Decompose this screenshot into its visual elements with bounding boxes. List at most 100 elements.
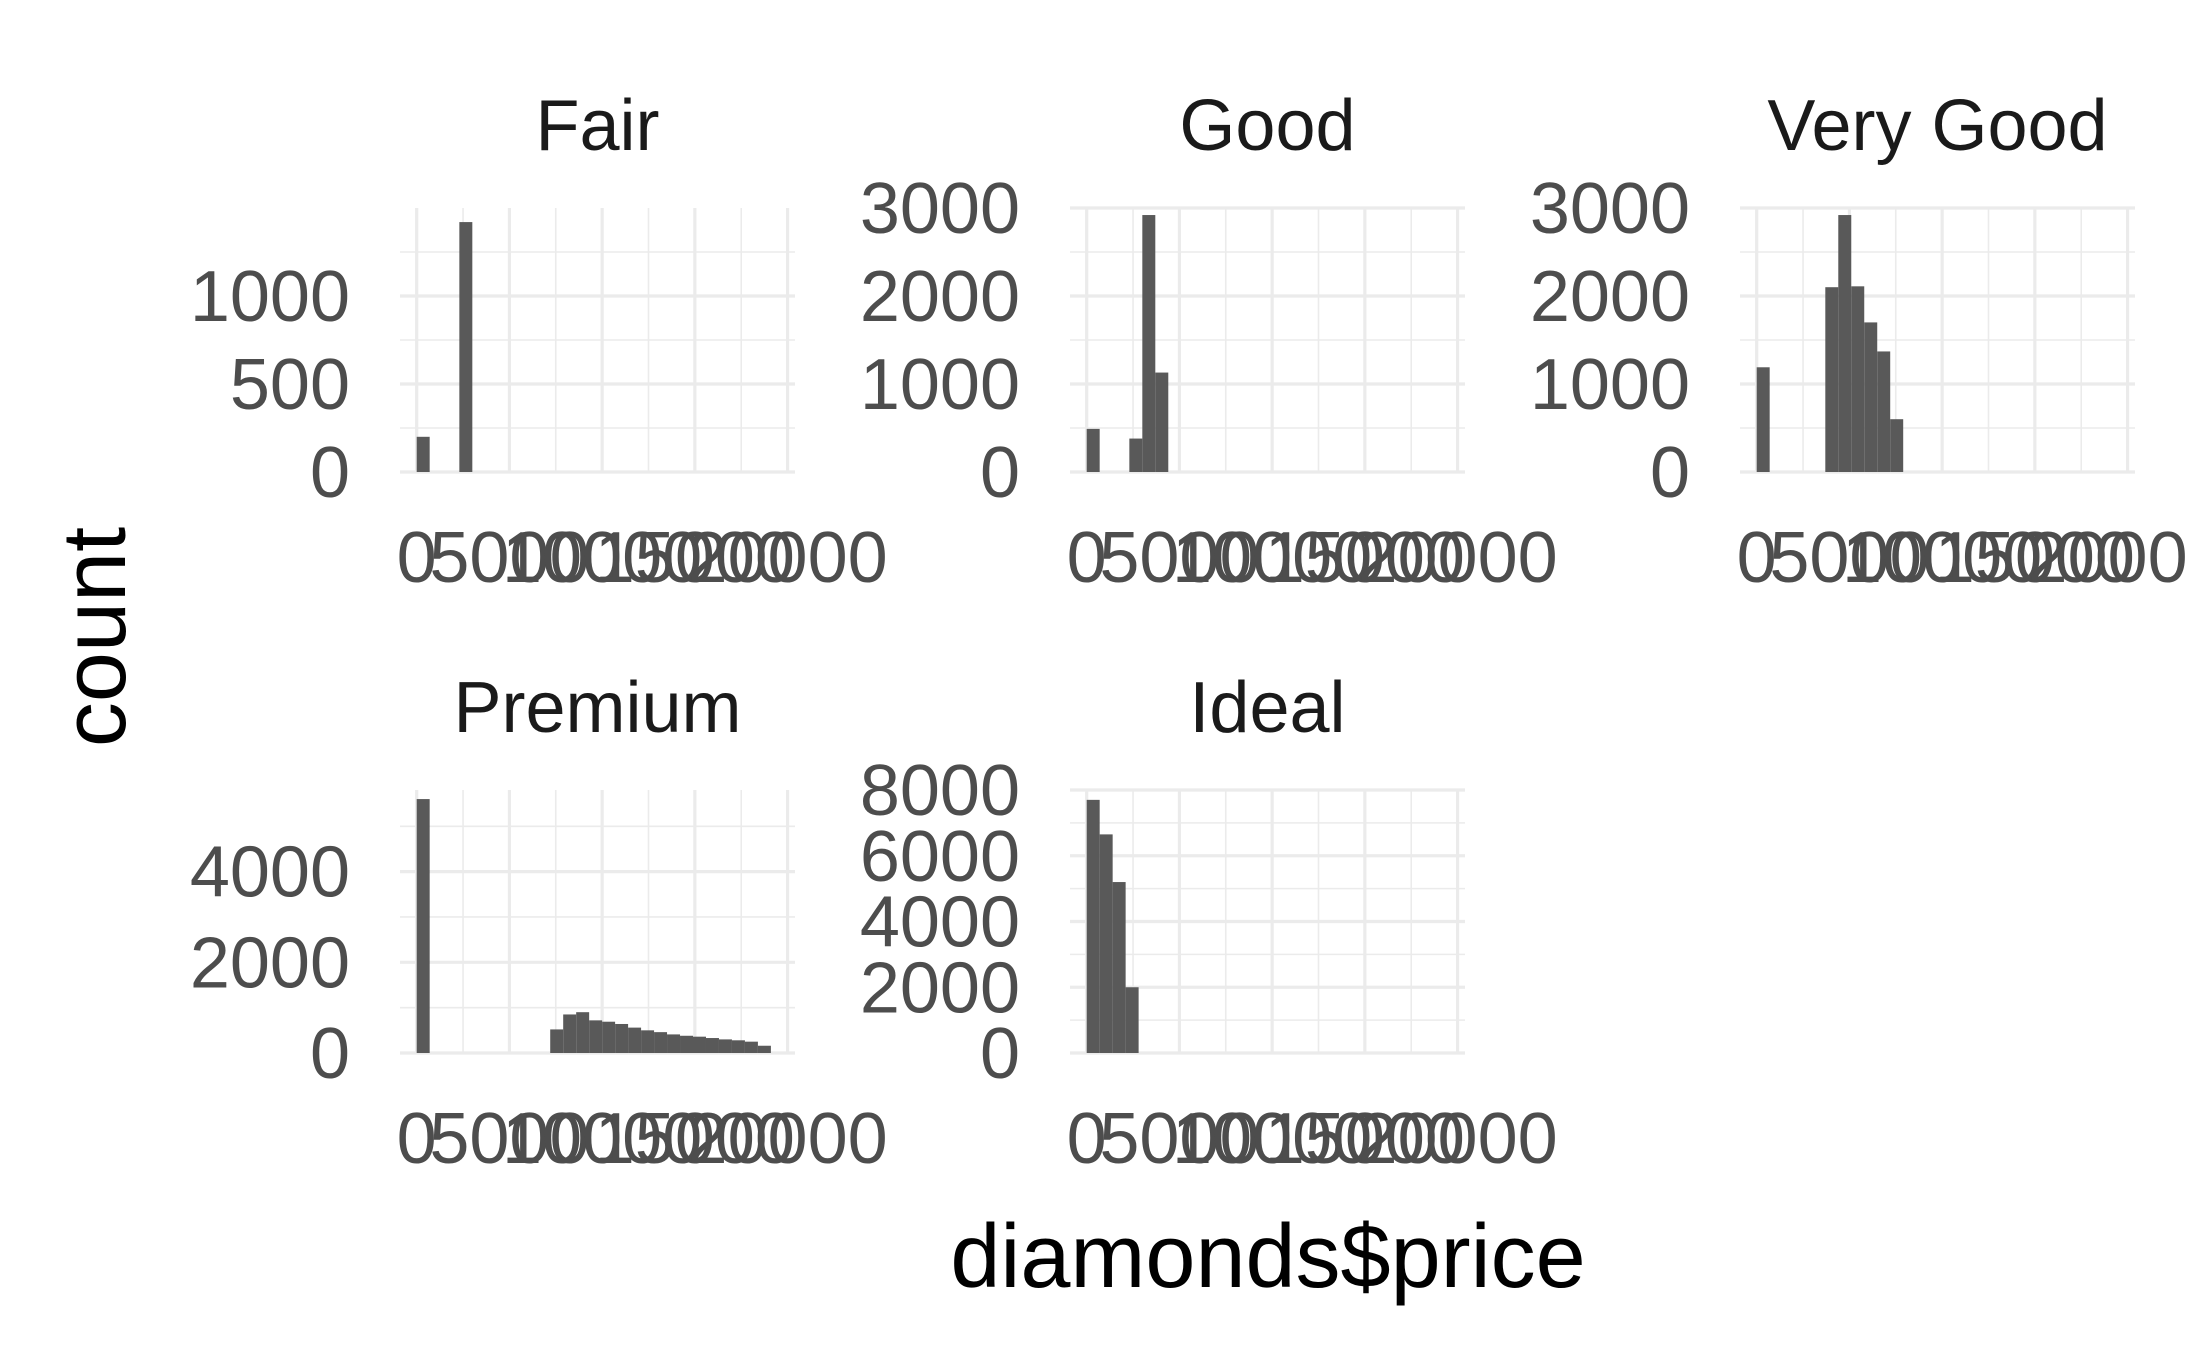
y-tick-label: 0 xyxy=(980,433,1020,513)
facet-bars xyxy=(416,799,771,1053)
histogram-bar xyxy=(667,1034,681,1053)
y-tick-label: 3000 xyxy=(1530,169,1690,249)
y-tick-label: 1000 xyxy=(1530,345,1690,425)
x-tick-label: 5000 xyxy=(1769,518,1929,598)
x-tick-label: 20000 xyxy=(687,1099,887,1179)
y-tick-label: 2000 xyxy=(190,923,350,1003)
y-tick-label: 500 xyxy=(230,345,350,425)
y-tick-label: 2000 xyxy=(860,948,1020,1028)
facet-ideal: Ideal02000400060008000050001000015000200… xyxy=(860,668,1558,1179)
y-tick-label: 2000 xyxy=(860,257,1020,337)
x-tick-label: 5000 xyxy=(429,1099,589,1179)
x-tick-label: 15000 xyxy=(595,1099,795,1179)
histogram-bar xyxy=(1086,799,1100,1053)
x-tick-label: 0 xyxy=(397,1099,437,1179)
histogram-bar xyxy=(1851,286,1865,472)
x-tick-label: 20000 xyxy=(687,518,887,598)
x-tick-label: 15000 xyxy=(595,518,795,598)
histogram-bar xyxy=(1142,215,1156,473)
y-tick-label: 3000 xyxy=(860,169,1020,249)
histogram-bar xyxy=(693,1036,706,1053)
histogram-bar xyxy=(1129,438,1143,472)
facet-title: Fair xyxy=(536,86,660,166)
facet-title: Ideal xyxy=(1189,668,1345,748)
histogram-bar xyxy=(654,1032,668,1053)
facet-gridlines xyxy=(400,208,795,474)
histogram-bar xyxy=(576,1012,590,1053)
facet-bars xyxy=(1086,799,1139,1053)
histogram-bar xyxy=(1756,367,1770,472)
facet-panels: Fair0500100005000100001500020000Good0100… xyxy=(190,86,2187,1179)
x-tick-label: 5000 xyxy=(429,518,589,598)
x-tick-label: 15000 xyxy=(1265,1099,1465,1179)
x-tick-label: 0 xyxy=(1737,518,1777,598)
y-tick-label: 0 xyxy=(1650,433,1690,513)
x-tick-label: 10000 xyxy=(502,518,702,598)
facet-gridlines xyxy=(1740,206,2135,474)
histogram-bar xyxy=(563,1014,577,1053)
x-tick-label: 5000 xyxy=(1099,518,1259,598)
histogram-bar xyxy=(731,1040,745,1053)
histogram-bar xyxy=(1864,322,1878,472)
histogram-bar xyxy=(1112,882,1126,1053)
facet-bars xyxy=(1756,215,1904,473)
y-tick-label: 4000 xyxy=(190,833,350,913)
facet-very-good: Very Good0100020003000050001000015000200… xyxy=(1530,86,2187,598)
x-tick-label: 10000 xyxy=(502,1099,702,1179)
y-tick-label: 0 xyxy=(980,1014,1020,1094)
histogram-bar xyxy=(615,1023,629,1053)
facet-title: Good xyxy=(1179,86,1355,166)
facet-title: Premium xyxy=(453,668,741,748)
histogram-bar xyxy=(628,1027,642,1053)
y-tick-label: 1000 xyxy=(190,257,350,337)
x-tick-label: 15000 xyxy=(1265,518,1465,598)
histogram-bar xyxy=(1125,987,1139,1053)
histogram-bar xyxy=(1086,428,1100,472)
y-axis-title: count xyxy=(45,527,145,747)
histogram-bar xyxy=(680,1035,694,1053)
facet-gridlines xyxy=(400,790,795,1055)
histogram-bar xyxy=(1838,215,1852,473)
histogram-bar xyxy=(1890,419,1904,472)
histogram-bar xyxy=(602,1021,616,1053)
facet-gridlines xyxy=(1070,206,1465,474)
histogram-bar xyxy=(550,1029,564,1053)
facet-title: Very Good xyxy=(1767,86,2107,166)
histogram-bar xyxy=(416,799,430,1053)
x-axis-title: diamonds$price xyxy=(950,1207,1585,1307)
y-tick-label: 6000 xyxy=(860,817,1020,897)
histogram-bar xyxy=(641,1030,655,1053)
histogram-bar xyxy=(1877,351,1891,472)
x-tick-label: 20000 xyxy=(1357,518,1557,598)
facet-bars xyxy=(1086,215,1169,473)
histogram-bar xyxy=(1825,287,1839,472)
histogram-bar xyxy=(718,1039,732,1053)
histogram-bar xyxy=(1155,372,1169,472)
x-tick-label: 20000 xyxy=(1357,1099,1557,1179)
y-tick-label: 1000 xyxy=(860,345,1020,425)
y-tick-label: 0 xyxy=(310,433,350,513)
x-tick-label: 5000 xyxy=(1099,1099,1259,1179)
y-tick-label: 0 xyxy=(310,1014,350,1094)
histogram-bar xyxy=(1099,834,1113,1053)
histogram-bar xyxy=(589,1020,603,1053)
x-tick-label: 0 xyxy=(1067,1099,1107,1179)
x-tick-label: 10000 xyxy=(1172,1099,1372,1179)
x-tick-label: 0 xyxy=(1067,518,1107,598)
x-tick-label: 0 xyxy=(397,518,437,598)
histogram-bar xyxy=(459,222,473,472)
facet-bars xyxy=(416,222,473,472)
histogram-bar xyxy=(705,1038,719,1053)
y-tick-label: 2000 xyxy=(1530,257,1690,337)
histogram-bar xyxy=(744,1041,758,1053)
x-tick-label: 20000 xyxy=(2027,518,2187,598)
x-tick-label: 10000 xyxy=(1842,518,2042,598)
y-tick-label: 4000 xyxy=(860,883,1020,963)
x-tick-label: 15000 xyxy=(1935,518,2135,598)
histogram-bar xyxy=(416,436,430,472)
histogram-bar xyxy=(757,1045,771,1053)
